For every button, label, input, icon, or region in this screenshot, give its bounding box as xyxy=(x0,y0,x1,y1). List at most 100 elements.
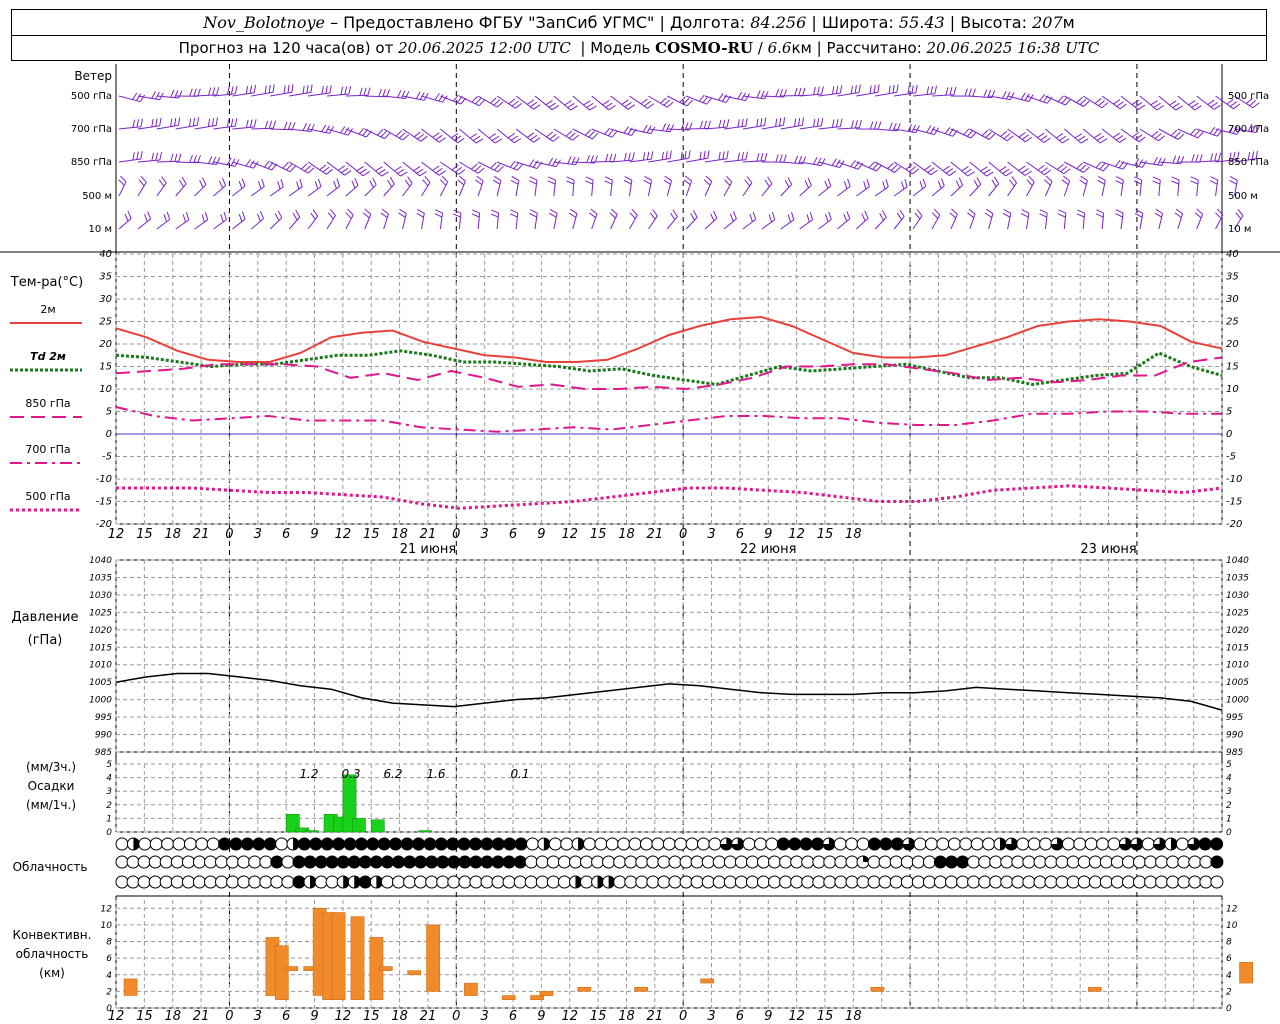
wind-barb-feather xyxy=(1026,179,1033,186)
time-tick-label-top: 12 xyxy=(561,527,578,542)
cloud-symbol xyxy=(856,875,870,889)
wind-barb-feather xyxy=(779,89,784,97)
precip-bar xyxy=(352,818,366,833)
wind-barb xyxy=(1026,128,1045,143)
pres-tick-right: 1030 xyxy=(1226,591,1249,601)
cloud-symbol xyxy=(389,837,403,851)
wind-barb-feather xyxy=(894,166,901,173)
wind-barb-feather xyxy=(775,154,779,163)
wind-barb-feather xyxy=(1153,102,1161,108)
cloud-circle xyxy=(970,837,984,851)
wind-barb-feather xyxy=(589,105,597,111)
wind-barb-feather xyxy=(378,168,386,174)
wind-barb-feather xyxy=(768,214,773,223)
cloud-symbol xyxy=(922,855,936,869)
wind-barb xyxy=(1233,180,1238,197)
temp-title: Тем-ра(°C) xyxy=(10,275,83,290)
cloud-circle xyxy=(1039,837,1053,851)
cloud-symbol xyxy=(1000,855,1014,869)
wind-barb-feather xyxy=(327,212,334,220)
cloud-fill-three-quarter xyxy=(1187,838,1200,850)
cloud-circle xyxy=(215,855,228,869)
wind-barb-feather xyxy=(949,212,957,219)
time-tick-label-bottom: 18 xyxy=(391,1009,408,1024)
wind-barb-feather xyxy=(212,156,217,165)
wind-barb-feather xyxy=(585,176,594,181)
cloud-circle xyxy=(204,875,217,889)
cloud-circle xyxy=(602,855,616,869)
cloud-circle xyxy=(524,855,538,869)
computed-label: Рассчитано: xyxy=(826,39,922,57)
cloud-symbol xyxy=(218,837,232,851)
cloud-circle xyxy=(1133,875,1146,889)
cloud-fill-half xyxy=(575,876,582,888)
wind-barb-feather xyxy=(775,118,778,127)
pres-tick-right: 1040 xyxy=(1226,556,1249,566)
wind-barb-feather xyxy=(679,96,686,103)
wind-barb-feather xyxy=(282,162,289,169)
wind-barb-feather xyxy=(683,98,690,105)
wind-barb-feather xyxy=(794,87,798,96)
wind-barb-feather xyxy=(1112,132,1121,139)
time-tick-label-top: 9 xyxy=(310,527,318,542)
cloud-circle xyxy=(195,837,209,851)
wind-barb-feather xyxy=(890,164,898,171)
wind-barb xyxy=(402,182,413,197)
wind-barb-feather xyxy=(356,165,364,172)
wind-barb-feather xyxy=(1115,180,1124,185)
wind-barb-feather xyxy=(672,209,678,217)
temp-legend-label: 700 гПа xyxy=(25,443,70,456)
wind-barb xyxy=(288,186,303,197)
wind-barb xyxy=(1234,215,1244,230)
wind-barb-feather xyxy=(132,92,138,100)
cloud-circle xyxy=(248,855,262,869)
wind-barb-feather xyxy=(375,166,383,172)
wind-barb-feather xyxy=(1229,179,1237,185)
cloud-symbol xyxy=(591,855,605,869)
wind-barb-feather xyxy=(329,85,332,94)
cloud-symbol xyxy=(392,855,405,869)
wind-barb-feather xyxy=(548,157,554,166)
cloud-symbol xyxy=(801,875,815,889)
wind-barb xyxy=(269,217,283,230)
wind-barb-feather xyxy=(488,133,496,139)
wind-barb xyxy=(326,161,345,176)
wind-barb-feather xyxy=(828,211,832,220)
cloud-symbol xyxy=(1055,855,1069,869)
wind-barb-feather xyxy=(624,101,632,108)
wind-barb xyxy=(931,94,954,97)
pres-tick-left: 1025 xyxy=(89,608,112,618)
wind-barb-feather xyxy=(896,84,899,93)
wind-barb xyxy=(137,182,147,197)
cloud-symbol xyxy=(768,855,781,869)
wind-barb-feather xyxy=(347,208,354,216)
cloud-circle xyxy=(458,875,472,889)
temp-tick-right: 30 xyxy=(1226,294,1239,305)
cloud-circle xyxy=(148,855,162,869)
wind-barb xyxy=(458,181,466,197)
wind-barb-feather xyxy=(985,131,992,138)
pres-tick-left: 985 xyxy=(95,748,112,758)
wind-barb-feather xyxy=(988,133,996,140)
wind-barb-feather xyxy=(552,136,560,142)
wind-barb-feather xyxy=(545,99,553,106)
cloud-symbol xyxy=(742,837,756,851)
wind-barb-feather xyxy=(1169,100,1177,106)
wind-barb xyxy=(289,91,311,97)
wind-barb-feather xyxy=(197,88,201,97)
cloud-fill-full xyxy=(344,838,356,850)
wind-barb xyxy=(270,91,292,97)
cloud-symbol xyxy=(779,875,793,889)
time-tick-label-bottom: 12 xyxy=(335,1009,352,1024)
wind-barb xyxy=(780,95,803,97)
wind-barb xyxy=(818,126,841,130)
wind-barb-feather xyxy=(1138,136,1146,143)
wind-barb-feather xyxy=(680,151,683,160)
cloud-symbol xyxy=(423,837,437,851)
wind-barb-feather xyxy=(268,120,273,129)
temp-tick-right: -5 xyxy=(1226,452,1236,463)
cloud-fill-three-quarter xyxy=(731,838,744,850)
temp-tick-left: -5 xyxy=(102,452,112,463)
cloud-symbol xyxy=(403,855,417,869)
time-tick-label-bottom: 18 xyxy=(618,1009,635,1024)
